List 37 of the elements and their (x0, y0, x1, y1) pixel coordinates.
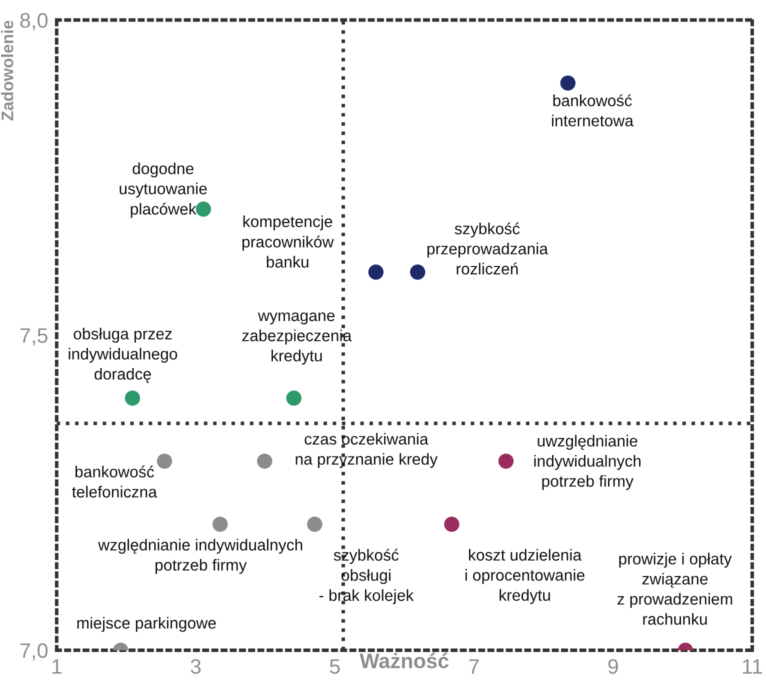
annotation: wymagane zabezpieczenia kredytu (242, 312, 352, 365)
point (410, 264, 426, 280)
point (444, 516, 460, 532)
x-tick-label: 11 (742, 659, 762, 674)
annotation: miejsce parkingowe (77, 616, 216, 632)
annotation: bankowość telefoniczna (72, 466, 158, 498)
point (212, 516, 228, 532)
point (286, 390, 302, 406)
annotation: prowizje i opłaty związane z prowadzeniem rachunku (618, 552, 732, 625)
annotation: koszt udzielenia i oprocentowanie kredytu (465, 548, 584, 604)
x-tick-label: 3 (190, 659, 201, 674)
point (124, 390, 140, 406)
point (196, 201, 212, 217)
annotation: obsługa przez indywidualnego doradcę (68, 328, 178, 383)
y-tick-label: 7,0 (20, 643, 48, 660)
annotation: szybkość przeprowadzania rozliczeń (427, 222, 548, 275)
annotation: bankowość internetowa (552, 94, 634, 126)
y-tick-label: 8,0 (20, 13, 48, 30)
point (257, 454, 272, 469)
annotation: czas oczekiwania na przyznanie kredy (296, 432, 438, 468)
point (498, 454, 514, 469)
x-tick-label: 9 (608, 659, 618, 674)
point (368, 264, 384, 280)
y-tick-label: 7,5 (20, 328, 48, 346)
x-tick-label: 1 (52, 659, 62, 674)
annotation: uwzględnianie indywidualnych potrzeb firmy (534, 434, 640, 490)
x-tick-label: 7 (469, 659, 479, 674)
point (156, 454, 172, 469)
point (560, 75, 576, 91)
x-axis-title: Ważność (360, 652, 449, 668)
annotation: kompetencje pracowników banku (242, 215, 334, 268)
annotation: dogodne usytuowanie placówek (120, 162, 207, 218)
annotation: względnianie indywidualnych potrzeb firmy (98, 538, 302, 574)
point (307, 516, 322, 532)
annotation: szybkość obsługi - brak kolejek (319, 548, 414, 604)
x-tick-label: 5 (330, 659, 340, 674)
y-axis-title: Zadowolenie (1, 20, 14, 120)
